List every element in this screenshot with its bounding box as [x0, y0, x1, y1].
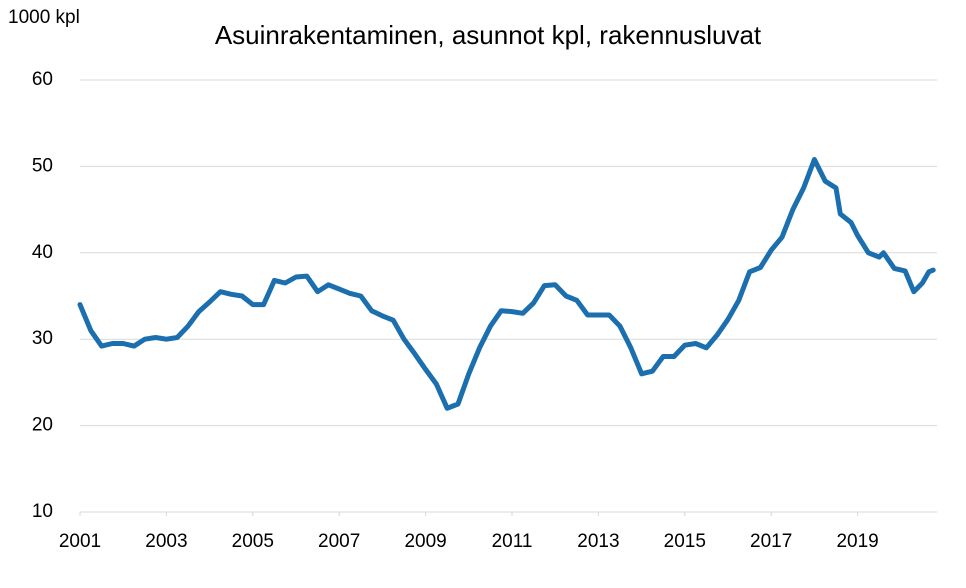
- y-axis-label: 1000 kpl: [8, 7, 80, 28]
- x-tick-label: 2019: [836, 531, 878, 552]
- x-tick-label: 2011: [492, 531, 533, 552]
- y-tick-label: 50: [32, 155, 53, 176]
- x-tick-label: 2015: [664, 531, 706, 552]
- x-tick-label: 2013: [577, 531, 619, 552]
- x-tick-label: 2017: [750, 531, 792, 552]
- x-tick-label: 2003: [145, 531, 187, 552]
- x-tick-label: 2001: [59, 531, 101, 552]
- chart-title: Asuinrakentaminen, asunnot kpl, rakennus…: [215, 20, 762, 50]
- data-line: [77, 157, 936, 411]
- y-tick-label: 60: [32, 69, 53, 90]
- x-tick-label: 2007: [318, 531, 360, 552]
- x-tick-label: 2009: [404, 531, 446, 552]
- y-tick-label: 40: [32, 242, 53, 263]
- y-tick-label: 30: [32, 328, 53, 349]
- y-tick-label: 20: [32, 415, 53, 436]
- y-tick-label: 10: [32, 501, 53, 522]
- x-tick-label: 2005: [232, 531, 274, 552]
